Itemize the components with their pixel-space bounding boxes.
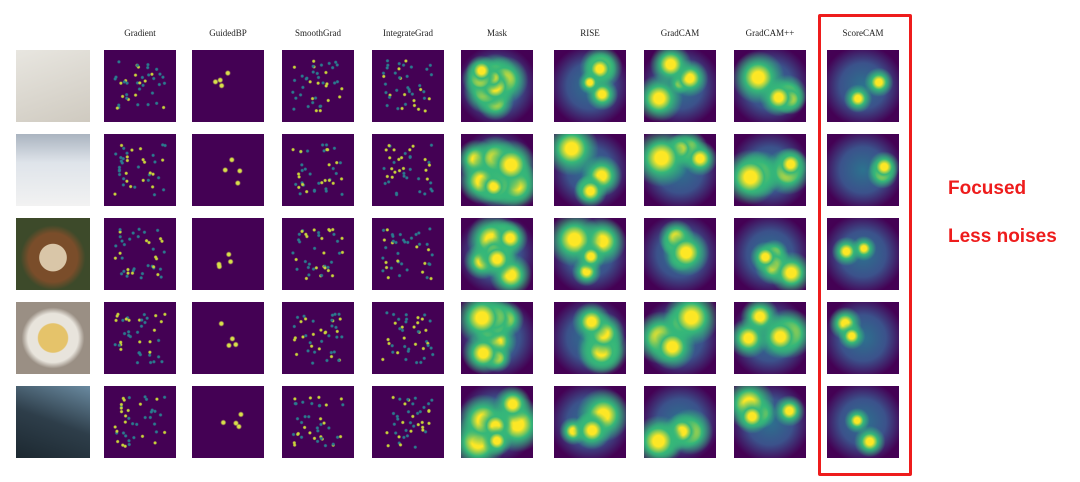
saliency-map xyxy=(827,50,899,122)
input-photo xyxy=(16,134,90,206)
input-photo xyxy=(16,50,90,122)
saliency-map xyxy=(554,302,626,374)
saliency-map xyxy=(372,386,444,458)
saliency-map xyxy=(461,50,533,122)
input-photo xyxy=(16,386,90,458)
column-header: SmoothGrad xyxy=(295,28,341,38)
saliency-map xyxy=(372,218,444,290)
input-photo xyxy=(16,302,90,374)
saliency-map xyxy=(282,386,354,458)
saliency-map xyxy=(372,134,444,206)
saliency-map xyxy=(192,218,264,290)
highlight-box xyxy=(818,14,912,476)
saliency-map xyxy=(282,134,354,206)
saliency-map xyxy=(192,386,264,458)
saliency-map xyxy=(554,50,626,122)
column-header: ScoreCAM xyxy=(842,28,884,38)
saliency-map xyxy=(734,50,806,122)
saliency-map xyxy=(827,386,899,458)
saliency-map xyxy=(282,302,354,374)
saliency-map xyxy=(827,218,899,290)
saliency-map xyxy=(104,386,176,458)
column-header: Gradient xyxy=(124,28,156,38)
saliency-map xyxy=(734,134,806,206)
input-photo xyxy=(16,218,90,290)
saliency-map xyxy=(644,302,716,374)
saliency-map xyxy=(644,386,716,458)
saliency-map xyxy=(104,134,176,206)
saliency-map xyxy=(192,302,264,374)
saliency-map xyxy=(644,134,716,206)
saliency-map xyxy=(192,50,264,122)
saliency-map xyxy=(734,386,806,458)
annotation: Less noises xyxy=(948,226,1057,247)
saliency-map xyxy=(104,302,176,374)
column-header: Mask xyxy=(487,28,507,38)
saliency-map xyxy=(104,218,176,290)
column-header: RISE xyxy=(580,28,600,38)
column-header: GradCAM++ xyxy=(745,28,795,38)
saliency-map xyxy=(827,134,899,206)
column-header: GradCAM xyxy=(660,28,700,38)
annotation: Focused xyxy=(948,178,1027,199)
saliency-map xyxy=(282,50,354,122)
saliency-map xyxy=(192,134,264,206)
saliency-map xyxy=(644,218,716,290)
saliency-map xyxy=(372,50,444,122)
saliency-map xyxy=(554,134,626,206)
saliency-map xyxy=(461,386,533,458)
column-header: GuidedBP xyxy=(209,28,247,38)
saliency-map xyxy=(461,302,533,374)
saliency-map xyxy=(461,218,533,290)
column-header: IntegrateGrad xyxy=(383,28,433,38)
saliency-map xyxy=(827,302,899,374)
saliency-map xyxy=(461,134,533,206)
saliency-map xyxy=(282,218,354,290)
saliency-map xyxy=(644,50,716,122)
saliency-map xyxy=(372,302,444,374)
saliency-map xyxy=(734,302,806,374)
saliency-map xyxy=(104,50,176,122)
saliency-map xyxy=(554,218,626,290)
saliency-map xyxy=(734,218,806,290)
saliency-map xyxy=(554,386,626,458)
